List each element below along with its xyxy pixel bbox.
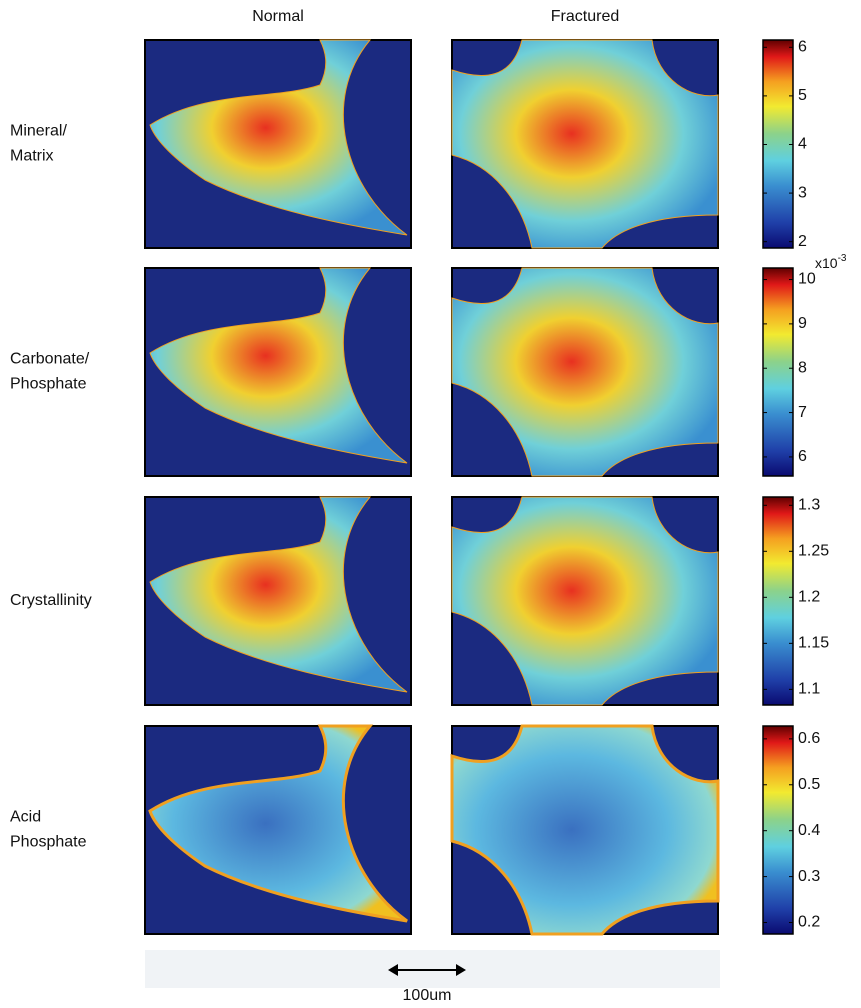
colorbar-tick-label: 1.2 [798,589,820,606]
figure: 100um Normal Fractured Mineral/Matrix 2 3 4 5 6… [0,0,861,1008]
multiplier-base: x10 [815,255,838,271]
row-label: Mineral/ [10,123,67,140]
colorbar-tick-label: 2 [798,233,807,250]
colorbar-tick-label: 8 [798,359,807,376]
colorbar-tick-label: 0.6 [798,730,820,747]
row-label: Phosphate [10,376,87,393]
scale-bar-label: 100um [403,987,452,1004]
colorbar [763,726,793,934]
colorbar-tick-label: 4 [798,136,807,153]
colorbar-tick-label: 0.4 [798,822,820,839]
column-header: Fractured [551,8,619,25]
colorbar-tick-label: 7 [798,404,807,421]
row-label: Crystallinity [10,592,92,609]
colorbar [763,497,793,705]
colorbar-multiplier: x10-3 [815,253,847,271]
colorbar-tick-label: 5 [798,87,807,104]
colorbar-tick-label: 1.1 [798,681,820,698]
colorbar-tick-label: 3 [798,184,807,201]
colorbar-tick-label: 0.3 [798,868,820,885]
colorbar-tick-label: 9 [798,315,807,332]
row-label: Phosphate [10,834,87,851]
colorbar-tick-label: 6 [798,39,807,56]
column-header: Normal [252,8,304,25]
row-label: Matrix [10,148,54,165]
colorbar-tick-label: 0.2 [798,914,820,931]
colorbar-tick-label: 1.15 [798,635,829,652]
colorbar-tick-label: 0.5 [798,776,820,793]
multiplier-exponent: -3 [838,253,847,264]
colorbar-tick-label: 1.25 [798,543,829,560]
row-label: Carbonate/ [10,351,90,368]
colorbar-tick-label: 1.3 [798,497,820,514]
colorbar [763,40,793,248]
page: 100um Normal Fractured Mineral/Matrix 2 3 4 5 6… [0,0,861,1008]
colorbar [763,268,793,476]
colorbar-tick-label: 6 [798,448,807,465]
colorbar-tick-label: 10 [798,271,816,288]
row-label: Acid [10,809,41,826]
